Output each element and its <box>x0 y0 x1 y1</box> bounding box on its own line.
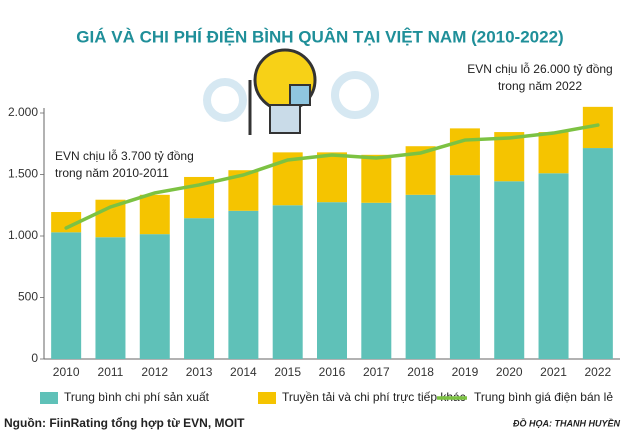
bar-segment <box>51 232 82 359</box>
bar-segment <box>51 212 82 233</box>
bar-segment <box>449 175 480 359</box>
bar-segment <box>538 173 569 359</box>
x-tick-label: 2011 <box>98 365 124 379</box>
legend-label: Truyền tải và chi phí trực tiếp khác <box>282 390 466 404</box>
bar-segment <box>139 194 170 235</box>
y-tick-label: 500 <box>18 290 38 304</box>
annotation: trong năm 2010-2011 <box>55 166 169 180</box>
x-tick-label: 2010 <box>53 365 80 379</box>
bar-segment <box>95 237 126 359</box>
x-tick-label: 2019 <box>452 365 479 379</box>
x-tick-label: 2016 <box>319 365 346 379</box>
x-tick-label: 2017 <box>363 365 390 379</box>
x-tick-label: 2021 <box>540 365 567 379</box>
y-tick-label: 2.000 <box>8 105 38 119</box>
bar-segment <box>139 234 170 359</box>
y-tick-label: 0 <box>31 351 38 365</box>
x-tick-label: 2020 <box>496 365 523 379</box>
annotation: trong năm 2022 <box>498 79 582 93</box>
legend-label: Trung bình chi phí sản xuất <box>64 390 210 404</box>
legend-label: Trung bình giá điện bán lẻ <box>474 390 613 404</box>
bulb-illustration <box>203 48 379 135</box>
chart-title: GIÁ VÀ CHI PHÍ ĐIỆN BÌNH QUÂN TẠI VIỆT N… <box>76 27 563 46</box>
bar-segment <box>494 132 525 182</box>
bar-segment <box>317 202 347 359</box>
x-tick-label: 2022 <box>584 365 611 379</box>
bar-segment <box>228 210 259 359</box>
bar-segment <box>361 154 392 203</box>
x-tick-label: 2018 <box>407 365 434 379</box>
x-tick-label: 2015 <box>274 365 301 379</box>
bar-segment <box>494 181 525 359</box>
bar-segment <box>538 132 569 174</box>
bar-segment <box>361 202 392 359</box>
x-tick-label: 2012 <box>141 365 168 379</box>
y-tick-label: 1.500 <box>8 167 38 181</box>
bar-segment <box>405 194 436 359</box>
source: Nguồn: FiinRating tổng hợp từ EVN, MOIT <box>4 416 245 430</box>
x-tick-label: 2014 <box>230 365 257 379</box>
bar-segment <box>449 128 480 176</box>
credit: ĐỒ HỌA: THANH HUYỀN <box>513 417 620 428</box>
annotation: EVN chịu lỗ 3.700 tỷ đồng <box>55 148 194 163</box>
bar-segment <box>317 152 347 203</box>
line-series <box>64 123 600 230</box>
legend-swatch <box>258 392 276 404</box>
bar-segment <box>582 148 613 359</box>
bar-segment <box>184 218 215 359</box>
legend-swatch <box>40 392 58 404</box>
bar-segment <box>272 205 303 359</box>
annotation: EVN chịu lỗ 26.000 tỷ đồng <box>467 61 612 76</box>
y-tick-label: 1.000 <box>8 228 38 242</box>
x-tick-label: 2013 <box>186 365 213 379</box>
